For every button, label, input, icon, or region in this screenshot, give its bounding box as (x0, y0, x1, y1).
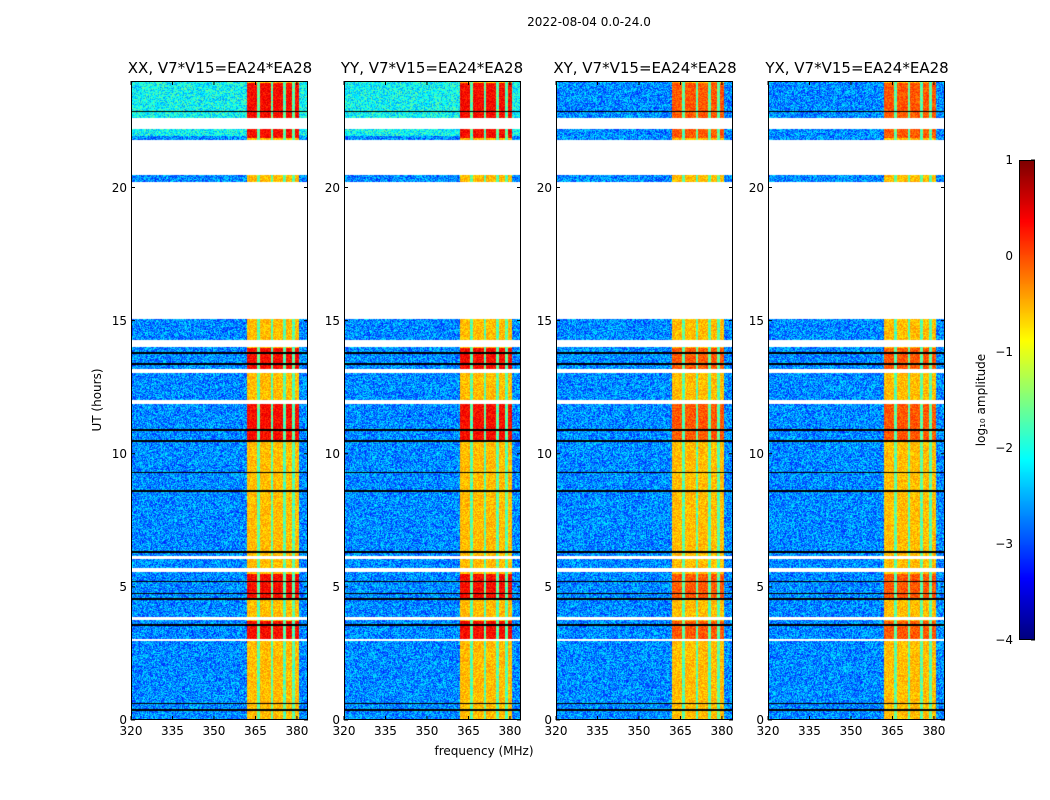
colorbar-tick-label: −2 (995, 441, 1013, 455)
x-tick-label: 380 (285, 724, 309, 738)
colorbar-tick-label: −1 (995, 345, 1013, 359)
y-tick-label: 5 (544, 579, 552, 594)
x-tick-label: 365 (244, 724, 267, 738)
x-tick-label: 380 (498, 724, 522, 738)
x-tick-label: 320 (544, 724, 568, 738)
y-tick-label: 10 (324, 446, 340, 461)
y-tick-label: 20 (748, 180, 764, 195)
colorbar-label: log₁₀ amplitude (974, 353, 988, 447)
y-tick-label: 5 (119, 579, 127, 594)
heatmap-panel-yy (344, 81, 521, 720)
heatmap-panel-xx (131, 81, 308, 720)
x-tick-label: 350 (839, 724, 863, 738)
panel-title-yx: YX, V7*V15=EA24*EA28 (765, 59, 949, 77)
x-tick-label: 320 (332, 724, 356, 738)
x-tick-label: 335 (374, 724, 397, 738)
x-tick-label: 365 (669, 724, 692, 738)
y-tick-label: 5 (756, 579, 764, 594)
y-tick-label: 20 (536, 180, 552, 195)
colorbar-tick-label: −3 (995, 537, 1013, 551)
y-tick-label: 0 (756, 713, 764, 727)
y-tick-label: 5 (332, 579, 340, 594)
heatmap-panel-yx (768, 81, 945, 720)
x-tick-label: 350 (627, 724, 651, 738)
y-tick-label: 10 (111, 446, 127, 461)
x-tick-label: 320 (119, 724, 143, 738)
y-tick-label: 10 (748, 446, 764, 461)
y-tick-label: 15 (111, 313, 127, 328)
colorbar (1019, 160, 1035, 640)
y-tick-label: 15 (324, 313, 340, 328)
x-axis-label: frequency (MHz) (434, 744, 534, 758)
x-tick-label: 335 (586, 724, 609, 738)
y-tick-label: 15 (536, 313, 552, 328)
figure-title: 2022-08-04 0.0-24.0 (527, 15, 651, 29)
x-tick-label: 335 (798, 724, 821, 738)
x-tick-label: 350 (415, 724, 439, 738)
panel-title-yy: YY, V7*V15=EA24*EA28 (340, 59, 524, 77)
panel-title-xy: XY, V7*V15=EA24*EA28 (553, 59, 737, 77)
colorbar-tick-label: 0 (1005, 249, 1013, 263)
y-tick-label: 0 (544, 713, 552, 727)
x-tick-label: 365 (457, 724, 480, 738)
colorbar-tick-label: 1 (1005, 153, 1013, 167)
x-tick-label: 365 (881, 724, 904, 738)
x-tick-label: 335 (161, 724, 184, 738)
y-tick-label: 0 (332, 713, 340, 727)
colorbar-tick-label: −4 (995, 633, 1013, 647)
y-tick-label: 20 (111, 180, 127, 195)
y-tick-label: 10 (536, 446, 552, 461)
x-tick-label: 380 (710, 724, 734, 738)
heatmap-panel-xy (556, 81, 733, 720)
y-tick-label: 0 (119, 713, 127, 727)
x-tick-label: 380 (922, 724, 946, 738)
x-tick-label: 350 (202, 724, 226, 738)
y-tick-label: 15 (748, 313, 764, 328)
y-tick-label: 20 (324, 180, 340, 195)
y-axis-label: UT (hours) (90, 368, 104, 432)
x-tick-label: 320 (756, 724, 780, 738)
panel-title-xx: XX, V7*V15=EA24*EA28 (127, 59, 313, 77)
